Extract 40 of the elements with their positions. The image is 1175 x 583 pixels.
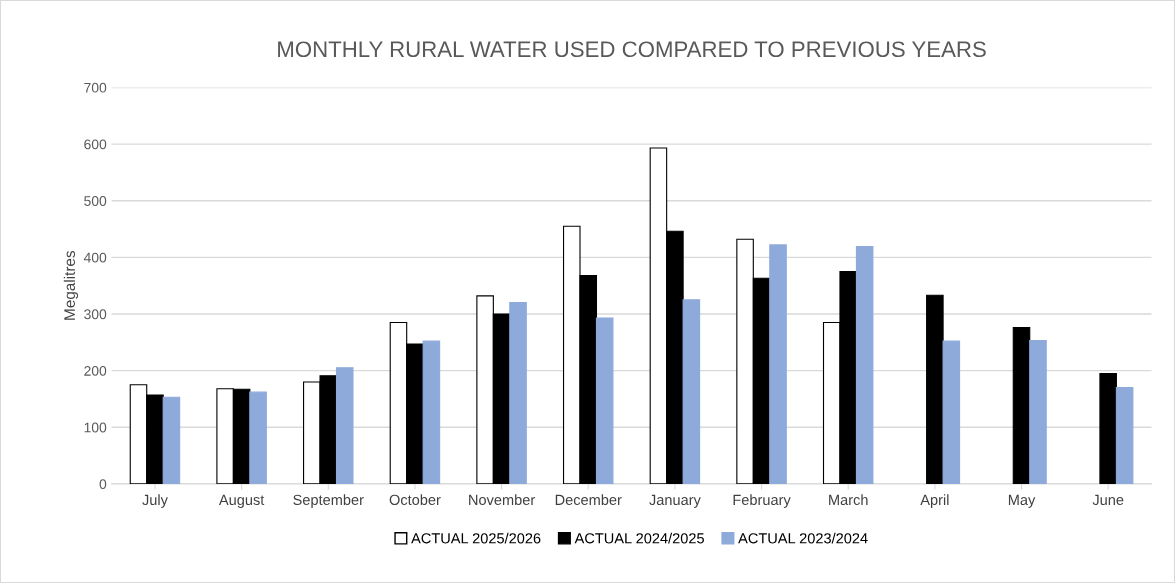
x-tick-label: May (1008, 494, 1036, 508)
bar (595, 317, 614, 484)
x-tick-label: December (555, 494, 622, 506)
x-tick-label: February (733, 494, 791, 508)
bar (942, 340, 961, 484)
bar (1029, 340, 1047, 484)
bar (162, 396, 181, 484)
x-tick-label: June (1092, 494, 1124, 506)
y-tick-label: 100 (84, 422, 107, 433)
bar (769, 244, 787, 484)
x-tick-label: April (920, 494, 949, 508)
legend-label: ACTUAL 2025/2026 (411, 532, 541, 544)
bar (1115, 387, 1134, 484)
chart-title: MONTHLY RURAL WATER USED COMPARED TO PREVIOUS YEARS (278, 41, 986, 58)
bar (855, 246, 874, 484)
x-tick-label: November (469, 494, 535, 506)
y-tick-label: 600 (84, 139, 107, 150)
bar (1012, 327, 1031, 484)
bar (422, 340, 441, 484)
bar (682, 299, 701, 484)
y-tick-label: 500 (84, 196, 107, 206)
y-axis-title: Megalitres (63, 250, 79, 320)
bar (1099, 372, 1117, 484)
legend-label: ACTUAL 2023/2024 (738, 532, 868, 544)
y-tick-label: 700 (84, 82, 107, 93)
x-tick-label: September (293, 494, 364, 508)
x-tick-label: March (829, 494, 868, 506)
y-tick-label: 400 (83, 252, 107, 263)
bar (509, 302, 527, 484)
y-tick-label: 0 (99, 479, 107, 490)
bar (926, 294, 944, 484)
y-tick-label: 300 (84, 309, 107, 320)
x-tick-label: October (389, 494, 441, 506)
y-tick-label: 200 (84, 365, 107, 376)
bar (335, 367, 354, 484)
x-tick-label: January (649, 494, 701, 508)
legend-label: ACTUAL 2024/2025 (574, 532, 704, 544)
x-tick-label: August (218, 494, 265, 508)
bar (249, 391, 267, 484)
x-tick-label: July (142, 494, 168, 508)
